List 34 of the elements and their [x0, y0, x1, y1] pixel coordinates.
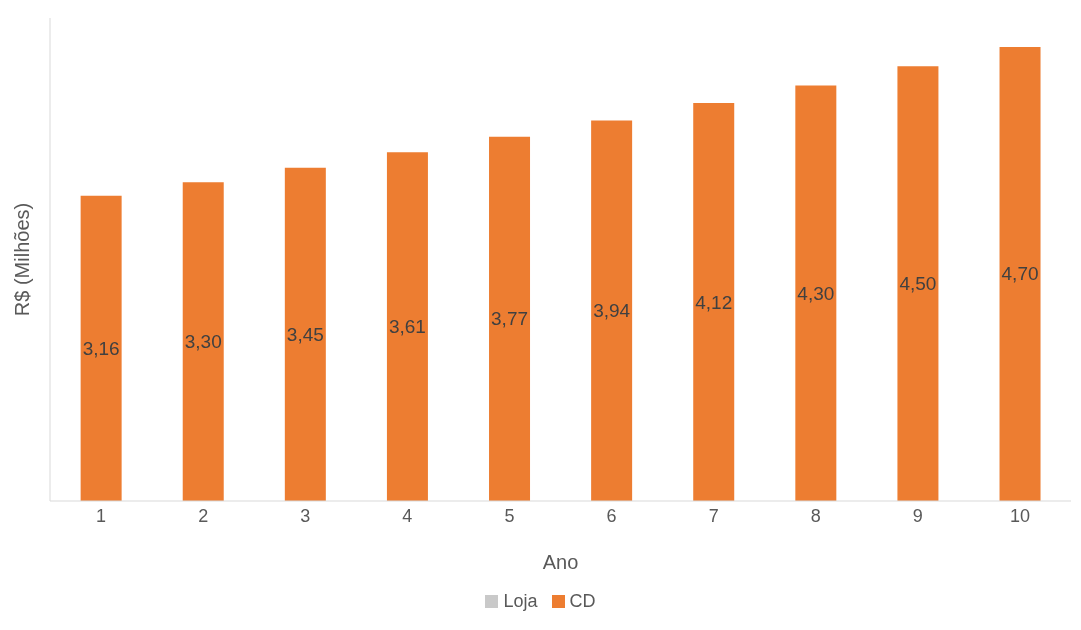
x-tick-label: 6 [606, 505, 617, 526]
legend-label: Loja [503, 591, 538, 612]
data-label: 3,30 [184, 331, 222, 353]
x-tick-label: 9 [912, 505, 923, 526]
bar [897, 66, 939, 501]
x-axis-title: Ano [542, 551, 579, 573]
x-tick-label: 5 [504, 505, 515, 526]
x-tick-label: 7 [708, 505, 719, 526]
data-label: 4,70 [1001, 263, 1039, 285]
bar [693, 103, 735, 501]
legend-label: CD [569, 591, 596, 612]
data-label: 3,16 [82, 337, 120, 359]
y-axis-title: R$ (Milhões) [11, 202, 33, 317]
x-tick-label: 10 [1009, 505, 1030, 526]
x-tick-label: 4 [402, 505, 413, 526]
bar [80, 195, 122, 501]
bar [182, 182, 224, 501]
data-label: 3,45 [286, 323, 324, 345]
bar [591, 120, 633, 501]
bar [795, 85, 837, 501]
bar [999, 46, 1041, 501]
data-label: 4,30 [797, 282, 835, 304]
data-label: 4,50 [899, 273, 937, 295]
x-tick-label: 8 [810, 505, 821, 526]
x-tick-label: 3 [300, 505, 311, 526]
x-tick-label: 1 [96, 505, 107, 526]
bar [284, 167, 326, 501]
data-label: 3,94 [593, 300, 631, 322]
data-label: 4,12 [695, 291, 733, 313]
bar [386, 152, 428, 501]
data-label: 3,77 [491, 308, 529, 330]
x-tick-label: 2 [198, 505, 209, 526]
data-label: 3,61 [388, 316, 426, 338]
bar [489, 136, 531, 501]
